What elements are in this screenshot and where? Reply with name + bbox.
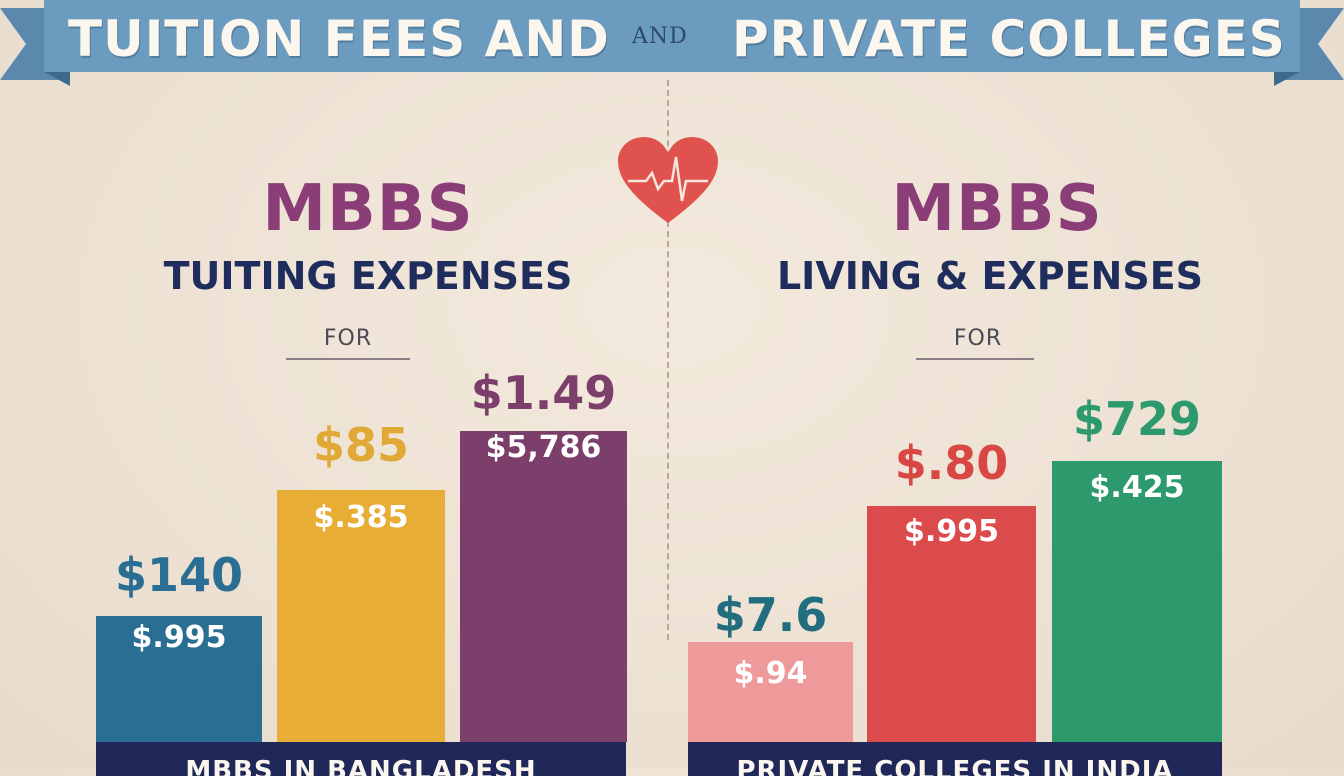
- bar-1-1: [867, 506, 1036, 742]
- banner-and-text: AND: [632, 24, 688, 49]
- bar-top-label: $140: [114, 548, 244, 602]
- bar-1-2: [1052, 461, 1222, 742]
- bar-inner-label: $5,786: [485, 430, 602, 465]
- banner-title-right: PRIVATE COLLEGES: [732, 10, 1286, 68]
- right-category-label: PRIVATE COLLEGES IN INDIA: [688, 742, 1222, 776]
- bar-0-2: [460, 431, 627, 742]
- bar-1-0: [688, 642, 853, 742]
- left-category-label: MBBS IN BANGLADESH: [96, 742, 626, 776]
- heart-icon: [618, 137, 718, 223]
- right-for-label: FOR: [953, 326, 1003, 351]
- bar-0-0: [96, 616, 262, 742]
- bar-inner-label: $.995: [131, 620, 227, 655]
- right-subtitle: LIVING & EXPENSES: [776, 254, 1204, 298]
- center-divider: [667, 80, 669, 640]
- left-for-underline: [286, 358, 410, 360]
- bar-inner-label: $.995: [904, 514, 999, 549]
- bar-top-label: $.80: [894, 436, 1009, 490]
- bar-top-label: $7.6: [713, 588, 828, 642]
- bar-inner-label: $.385: [313, 500, 409, 535]
- bar-top-label: $729: [1072, 392, 1202, 446]
- bar-inner-label: $.425: [1089, 470, 1185, 505]
- left-subtitle: TUITING EXPENSES: [163, 254, 573, 298]
- left-for-label: FOR: [323, 326, 373, 351]
- bar-inner-label: $.94: [733, 656, 808, 691]
- bar-0-1: [277, 490, 445, 742]
- title-banner: [0, 0, 1344, 86]
- left-title: MBBS: [262, 172, 474, 246]
- right-title: MBBS: [891, 172, 1103, 246]
- bar-top-label: $1.49: [470, 366, 617, 420]
- banner-title-left: TUITION FEES AND: [68, 10, 610, 68]
- bar-top-label: $85: [312, 418, 410, 472]
- right-for-underline: [916, 358, 1034, 360]
